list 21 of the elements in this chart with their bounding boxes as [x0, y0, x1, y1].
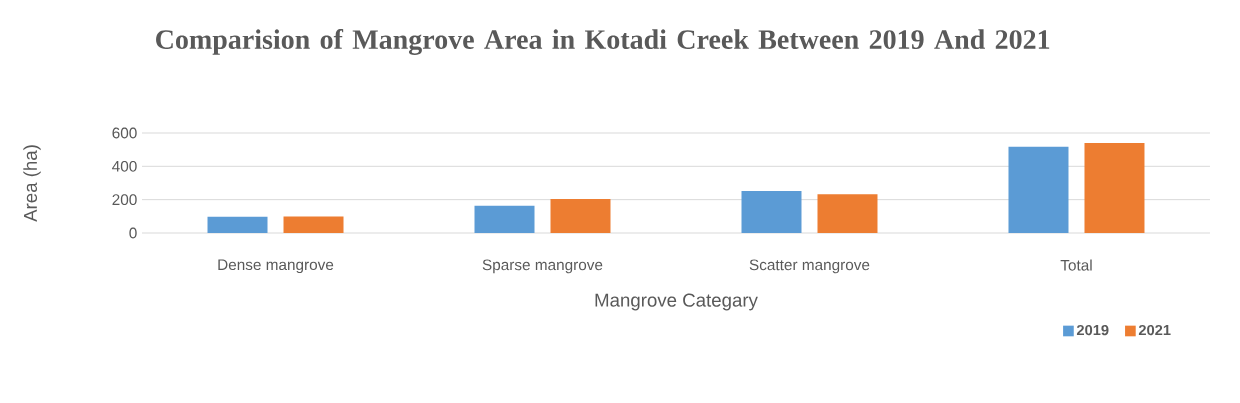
bar — [550, 198, 611, 233]
y-tick-label: 0 — [129, 227, 137, 239]
x-tick-label: Total — [1060, 259, 1092, 271]
x-tick-label: Scatter mangrove — [749, 259, 870, 274]
chart-title: Comparision of Mangrove Area in Kotadi Creek Between 2019 And 2021 — [156, 29, 1050, 55]
y-tick-label: 600 — [112, 127, 137, 139]
x-tick-label: Dense mangrove — [218, 259, 334, 274]
legend-label: 2019 — [1076, 324, 1109, 336]
y-axis-title: Area (ha) — [23, 145, 41, 222]
bar — [474, 205, 535, 233]
y-tick-label: 400 — [112, 160, 137, 172]
bar — [1084, 142, 1145, 233]
bar — [817, 194, 878, 233]
bar — [207, 216, 268, 233]
bar — [283, 216, 344, 233]
bar — [741, 190, 802, 233]
legend-label: 2021 — [1138, 324, 1171, 336]
bar — [1008, 146, 1069, 233]
y-tick-label: 200 — [112, 194, 137, 206]
x-axis-title: Mangrove Categary — [595, 293, 758, 311]
x-tick-label: Sparse mangrove — [482, 259, 603, 274]
